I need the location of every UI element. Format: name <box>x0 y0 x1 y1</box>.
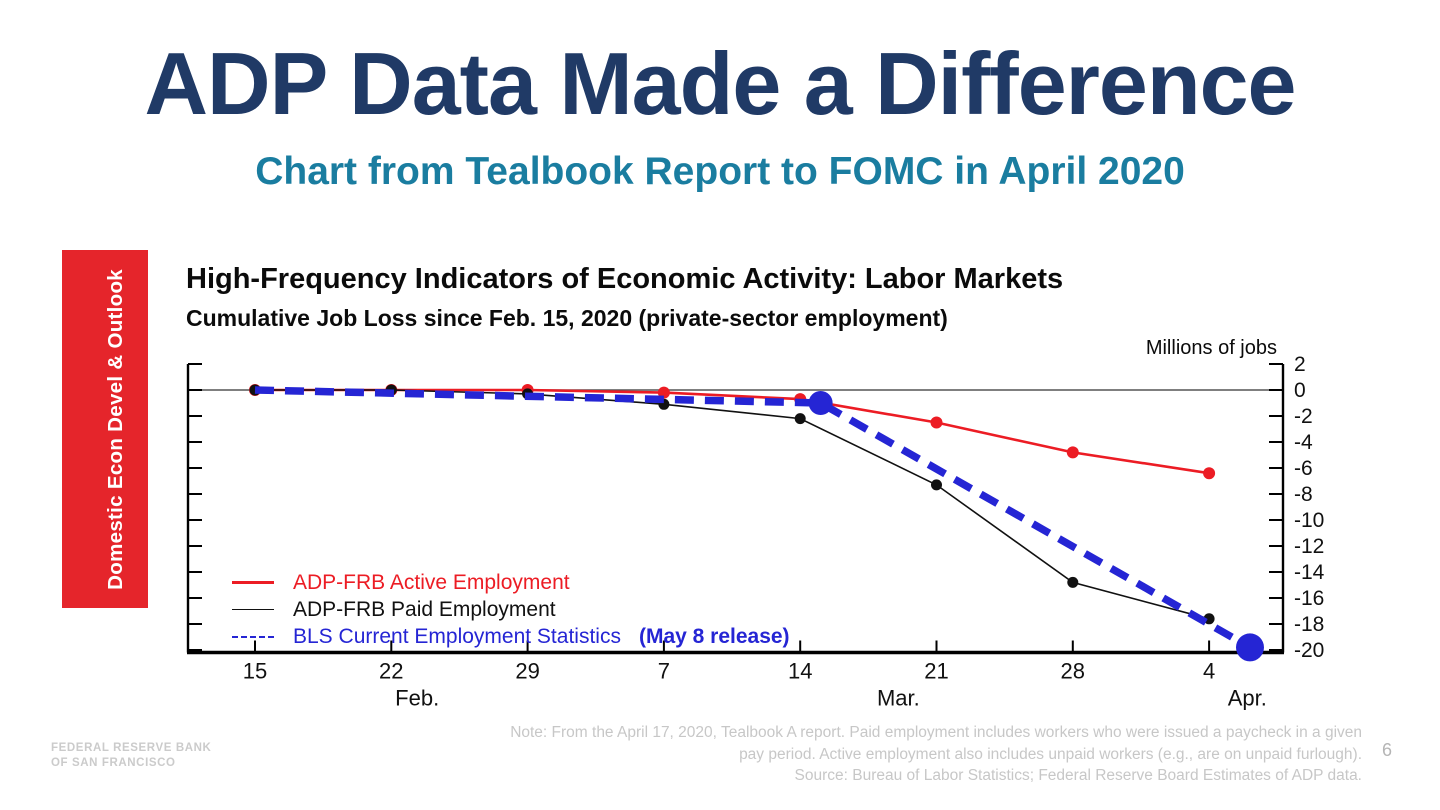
slide-subtitle: Chart from Tealbook Report to FOMC in Ap… <box>255 150 1185 193</box>
legend-release-note: (May 8 release) <box>638 624 790 648</box>
svg-text:-6: -6 <box>1294 457 1313 480</box>
red-line-swatch <box>232 581 274 584</box>
section-tab-label: Domestic Econ Devel & Outlook <box>104 268 127 590</box>
svg-text:-8: -8 <box>1294 483 1313 506</box>
footnote: Note: From the April 17, 2020, Tealbook … <box>510 722 1362 787</box>
chart-subtitle: Cumulative Job Loss since Feb. 15, 2020 … <box>186 305 948 331</box>
legend-label: BLS Current Employment Statistics <box>293 624 621 648</box>
svg-text:-12: -12 <box>1294 535 1324 558</box>
svg-text:-4: -4 <box>1294 431 1313 454</box>
svg-text:Apr.: Apr. <box>1228 686 1267 711</box>
svg-text:14: 14 <box>788 659 812 684</box>
footnote-line-2: pay period. Active employment also inclu… <box>739 745 1362 763</box>
svg-text:-2: -2 <box>1294 405 1313 428</box>
frbsf-logo-line-2: OF SAN FRANCISCO <box>51 756 176 769</box>
frbsf-logo-line-1: FEDERAL RESERVE BANK <box>51 742 212 754</box>
blue-dashed-line-swatch <box>232 635 274 638</box>
svg-text:Mar.: Mar. <box>877 686 920 711</box>
section-tab: Domestic Econ Devel & Outlook <box>62 250 148 608</box>
svg-text:-20: -20 <box>1294 639 1324 662</box>
svg-text:28: 28 <box>1061 659 1085 684</box>
svg-text:-18: -18 <box>1294 613 1324 636</box>
svg-text:7: 7 <box>658 659 670 684</box>
svg-text:22: 22 <box>379 659 403 684</box>
svg-text:-14: -14 <box>1294 561 1325 584</box>
legend-item-active-employment: ADP-FRB Active Employment <box>232 569 790 596</box>
svg-text:15: 15 <box>243 659 267 684</box>
legend-item-bls-ces: BLS Current Employment Statistics (May 8… <box>232 623 790 650</box>
y-axis-unit-label: Millions of jobs <box>1145 337 1277 359</box>
footnote-line-1: Note: From the April 17, 2020, Tealbook … <box>510 724 1362 741</box>
footnote-line-3: Source: Bureau of Labor Statistics; Fede… <box>794 767 1362 784</box>
legend-label: ADP-FRB Paid Employment <box>293 597 556 621</box>
svg-text:29: 29 <box>515 659 539 684</box>
chart-title: High-Frequency Indicators of Economic Ac… <box>186 263 1064 295</box>
page-number: 6 <box>1381 740 1392 760</box>
svg-text:Feb.: Feb. <box>395 686 439 711</box>
svg-text:-10: -10 <box>1294 509 1324 532</box>
chart-plot: 2 0 -2 -4 -6 -8 -10 -12 -14 -16 -18 -20 15 22 29 7 14 21 2… <box>186 353 1325 711</box>
svg-text:-16: -16 <box>1294 587 1324 610</box>
legend-item-paid-employment: ADP-FRB Paid Employment <box>232 596 790 623</box>
slide-title: ADP Data Made a Difference <box>144 34 1297 133</box>
legend-label: ADP-FRB Active Employment <box>293 570 570 594</box>
black-line-swatch <box>232 609 274 610</box>
svg-text:0: 0 <box>1294 379 1306 402</box>
chart-legend: ADP-FRB Active Employment ADP-FRB Paid E… <box>232 569 790 650</box>
frbsf-logo: FEDERAL RESERVE BANK OF SAN FRANCISCO <box>51 741 211 770</box>
svg-text:21: 21 <box>924 659 948 684</box>
svg-text:4: 4 <box>1203 659 1215 684</box>
svg-text:2: 2 <box>1294 353 1306 376</box>
